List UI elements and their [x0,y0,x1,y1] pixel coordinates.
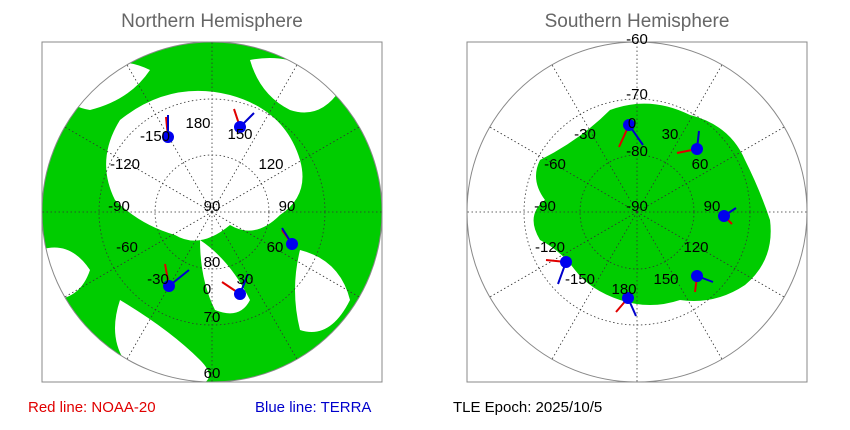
coordinate-label: -90 [534,198,556,215]
legend-blue: Blue line: TERRA [255,399,371,416]
coordinate-label: 120 [258,156,283,173]
coordinate-label: -60 [626,31,648,48]
satellite [162,131,174,143]
satellite-tracks [162,108,737,317]
coordinate-label: 150 [227,126,252,143]
grid-line [489,211,638,298]
coordinate-label: 60 [204,365,221,382]
grid-line [489,126,638,213]
coordinate-label: -30 [574,126,596,143]
south-land [533,103,771,305]
coordinate-label: -150 [565,271,595,288]
satellite [691,270,703,282]
grid-line [636,211,723,360]
coordinate-label: 0 [628,115,636,132]
coordinate-label: -120 [535,239,565,256]
satellite [234,288,246,300]
grid-line [636,126,785,213]
map-border [41,41,383,383]
satellite [286,238,298,250]
satellite [560,256,572,268]
grid-line [551,64,638,213]
coordinate-label: 30 [237,271,254,288]
coordinate-label: 90 [204,198,221,215]
grid-line [211,64,298,213]
panel-title: Northern Hemisphere [121,11,303,32]
grid-line [211,211,298,360]
coordinate-label: -60 [544,156,566,173]
coordinate-label: -30 [147,271,169,288]
satellite [163,280,175,292]
grid-line [64,126,213,213]
coordinate-label: 120 [683,239,708,256]
coordinate-label: 90 [279,198,296,215]
grid-line [551,211,638,360]
grid-line [636,64,723,213]
coordinate-label: -90 [108,198,130,215]
coordinate-label: 60 [267,239,284,256]
coordinate-label: 180 [611,281,636,298]
satellite [623,119,635,131]
grid-line [211,126,360,213]
graticule [42,42,807,382]
coordinate-label: -60 [116,239,138,256]
coordinate-label: 90 [704,198,721,215]
coordinate-label: 60 [692,156,709,173]
satellite [234,121,246,133]
legend-red: Red line: NOAA-20 [28,399,156,416]
grid-line [636,211,785,298]
coordinate-label: 150 [653,271,678,288]
map-border [466,41,808,383]
grid-line [64,211,213,298]
satellite [718,210,730,222]
coordinate-label: 70 [204,309,221,326]
coordinate-label: -120 [110,156,140,173]
coordinate-label: 0 [203,281,211,298]
coordinate-label: -70 [626,86,648,103]
satellite [691,143,703,155]
grid-line [211,211,360,298]
coordinate-label: 30 [662,126,679,143]
satellite [622,292,634,304]
tle-epoch: TLE Epoch: 2025/10/5 [453,399,602,416]
coordinate-label: -90 [626,198,648,215]
coordinate-label: -150 [140,128,170,145]
coordinate-label: 80 [204,254,221,271]
coordinate-label: -80 [626,143,648,160]
coordinate-label: 180 [185,115,210,132]
panel-title: Southern Hemisphere [545,11,730,32]
